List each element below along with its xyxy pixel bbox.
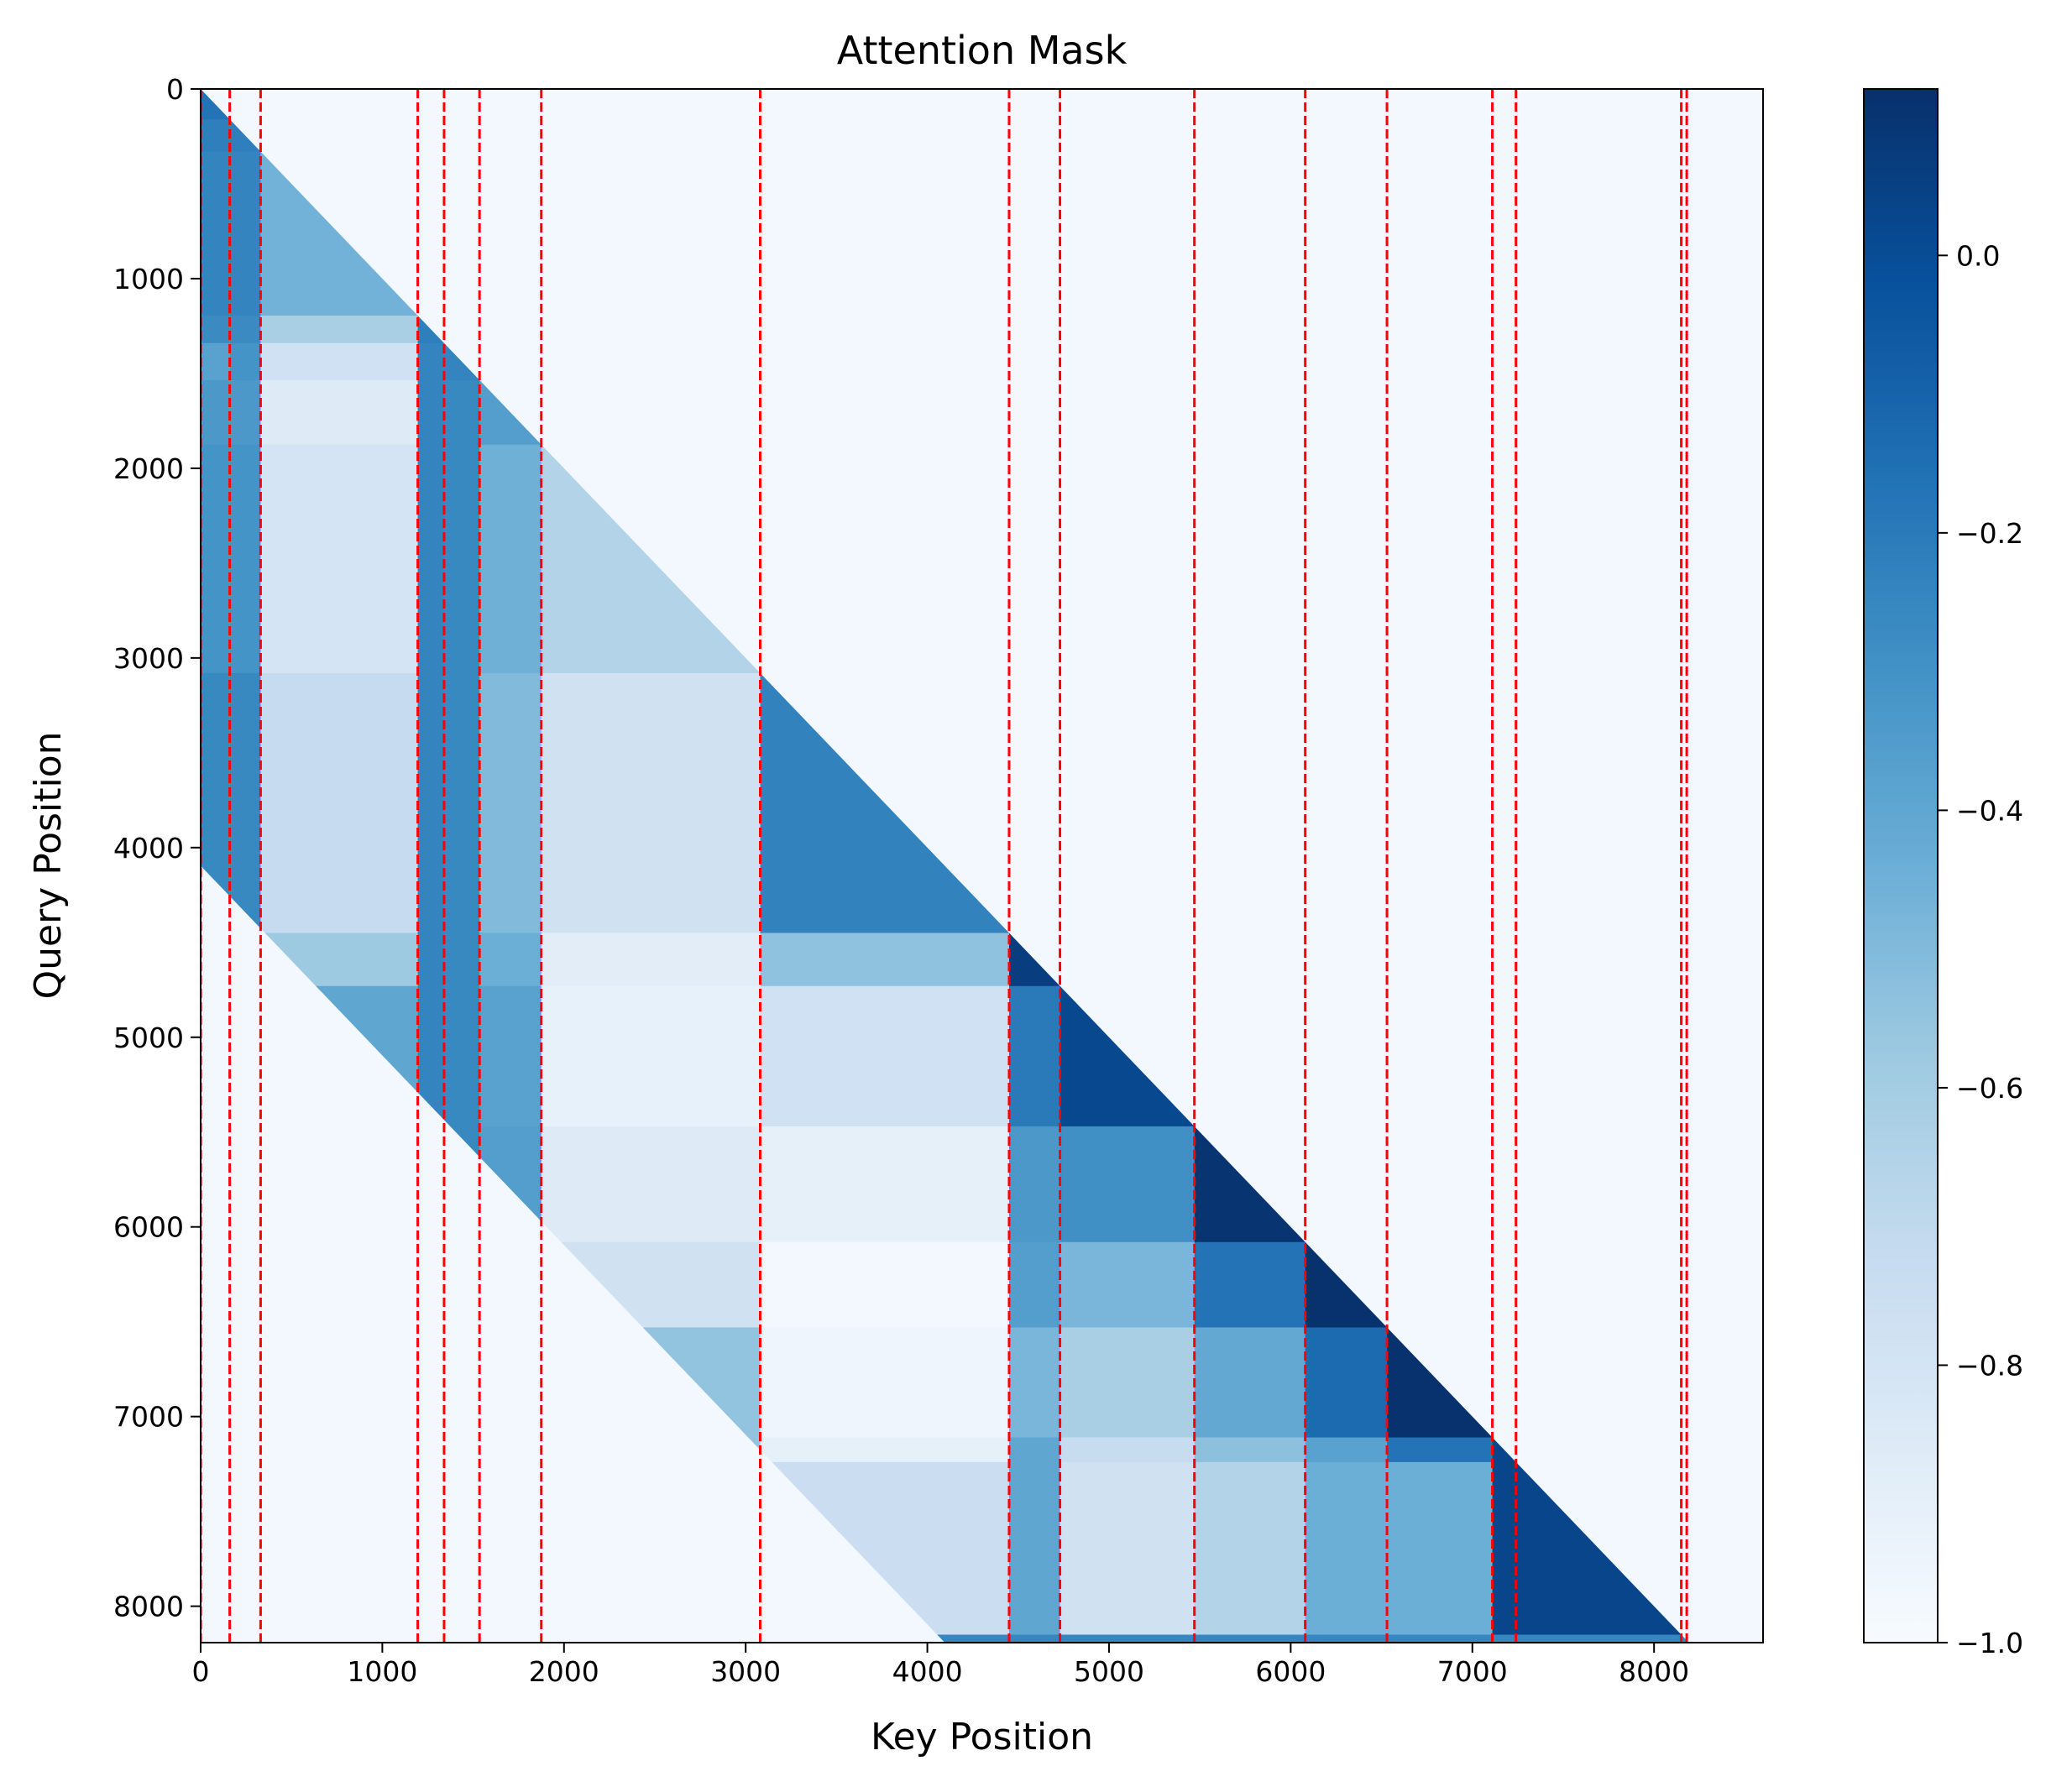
heatmap-cell xyxy=(541,933,761,987)
segment-boundary-lines xyxy=(201,89,1688,1643)
x-tick-label: 4000 xyxy=(892,1655,963,1688)
y-axis-ticks: 0 1000 2000 3000 4000 5000 6000 7000 8000 xyxy=(113,73,201,1623)
heatmap-cell xyxy=(1387,1437,1494,1463)
heatmap-cell xyxy=(479,444,542,674)
colorbar-tick-label: −1.0 xyxy=(1956,1627,2023,1659)
heatmap-cell xyxy=(1305,1437,1388,1463)
heatmap-cell xyxy=(417,379,445,446)
colorbar-tick-label: −0.8 xyxy=(1956,1349,2023,1382)
heatmap-cell xyxy=(760,1241,1010,1329)
heatmap-cell xyxy=(1060,1461,1196,1636)
heatmap-cell xyxy=(1008,1437,1061,1463)
heatmap-cell xyxy=(1060,1437,1196,1463)
colorbar-ticks: 0.0 −0.2 −0.4 −0.6 −0.8 −1.0 xyxy=(1938,239,2023,1659)
heatmap-cell xyxy=(760,1126,1010,1243)
heatmap-cell xyxy=(541,672,761,934)
heatmap-cell xyxy=(260,444,419,674)
heatmap-cell xyxy=(479,985,542,1127)
heatmap-cell xyxy=(1008,1126,1061,1243)
colorbar-tick-label: −0.6 xyxy=(1956,1072,2023,1105)
heatmap-cell xyxy=(1194,1241,1306,1329)
y-tick-label: 5000 xyxy=(113,1022,184,1054)
x-tick-label: 5000 xyxy=(1074,1655,1144,1688)
chart-title: Attention Mask xyxy=(837,28,1128,73)
x-tick-label: 7000 xyxy=(1437,1655,1508,1688)
heatmap-cell xyxy=(479,672,542,934)
heatmap-cell xyxy=(260,672,419,934)
colorbar-tick-label: −0.4 xyxy=(1956,794,2023,827)
x-tick-label: 6000 xyxy=(1255,1655,1326,1688)
heatmap-cell xyxy=(1008,1241,1061,1329)
plot-frame xyxy=(200,88,1764,1643)
y-tick-label: 4000 xyxy=(113,832,184,865)
heatmap-cell xyxy=(443,985,480,1127)
heatmap-cell xyxy=(417,672,445,934)
heatmap-cell xyxy=(417,342,445,381)
heatmap-cell xyxy=(1060,1126,1196,1243)
y-tick-label: 7000 xyxy=(113,1401,184,1434)
heatmap-cell xyxy=(1194,1437,1306,1463)
heatmap-cell xyxy=(443,672,480,934)
heatmap-cell xyxy=(1008,985,1061,1127)
heatmap-cell xyxy=(541,1126,761,1243)
heatmap-cell xyxy=(760,1634,1682,1643)
heatmap-cell xyxy=(260,316,419,344)
heatmap-cell xyxy=(201,342,231,381)
x-tick-label: 3000 xyxy=(710,1655,781,1688)
heatmap-cell xyxy=(443,933,480,987)
x-tick-label: 8000 xyxy=(1619,1655,1689,1688)
y-tick-label: 6000 xyxy=(113,1211,184,1244)
y-tick-label: 1000 xyxy=(113,263,184,295)
y-axis-label: Query Position xyxy=(27,731,70,999)
plot-area xyxy=(201,89,1763,1643)
heatmap-cell xyxy=(443,379,480,446)
heatmap-cell xyxy=(760,933,1010,987)
heatmap-cell xyxy=(1681,1634,1689,1643)
heatmap-cell xyxy=(1060,1241,1196,1329)
heatmap-cell xyxy=(443,444,480,674)
colorbar-gradient xyxy=(1864,89,1938,1643)
y-tick-label: 2000 xyxy=(113,452,184,485)
x-tick-label: 2000 xyxy=(529,1655,599,1688)
x-axis-label: Key Position xyxy=(871,1716,1093,1758)
heatmap-cell xyxy=(1194,1461,1306,1636)
colorbar-tick-label: 0.0 xyxy=(1956,239,2000,272)
heatmap-cell xyxy=(229,342,262,381)
heatmap-cell xyxy=(760,1437,1010,1463)
heatmap-cell xyxy=(1387,1461,1494,1636)
colorbar: 0.0 −0.2 −0.4 −0.6 −0.8 −1.0 xyxy=(1863,88,2023,1659)
heatmap-cell xyxy=(1008,1461,1061,1636)
x-tick-label: 0 xyxy=(192,1655,210,1688)
heatmap-cell xyxy=(760,1327,1010,1439)
colorbar-frame xyxy=(1863,88,1939,1643)
heatmap-cell xyxy=(1305,1461,1388,1636)
heatmap-cell xyxy=(541,985,761,1127)
heatmap-cell xyxy=(1060,1327,1196,1439)
heatmap-cell xyxy=(1194,1327,1306,1439)
heatmap-cell xyxy=(201,151,262,316)
heatmap-cell xyxy=(479,933,542,987)
heatmap-cell xyxy=(260,342,419,381)
y-tick-label: 3000 xyxy=(113,642,184,675)
heatmap-cell xyxy=(417,933,445,987)
heatmap-cell xyxy=(260,379,419,446)
colorbar-tick-label: −0.2 xyxy=(1956,517,2023,550)
heatmap-cell xyxy=(1305,1327,1388,1439)
heatmap-cell xyxy=(201,119,231,153)
heatmap-cell xyxy=(1492,1461,1517,1636)
y-tick-label: 8000 xyxy=(113,1591,184,1623)
x-tick-label: 1000 xyxy=(347,1655,417,1688)
heatmap-cell xyxy=(417,444,445,674)
heatmap-cell xyxy=(1008,1327,1061,1439)
y-tick-label: 0 xyxy=(166,73,184,106)
heatmap-cell xyxy=(760,985,1010,1127)
x-axis-ticks: 0 1000 2000 3000 4000 5000 6000 7000 8000 xyxy=(192,1643,1689,1688)
